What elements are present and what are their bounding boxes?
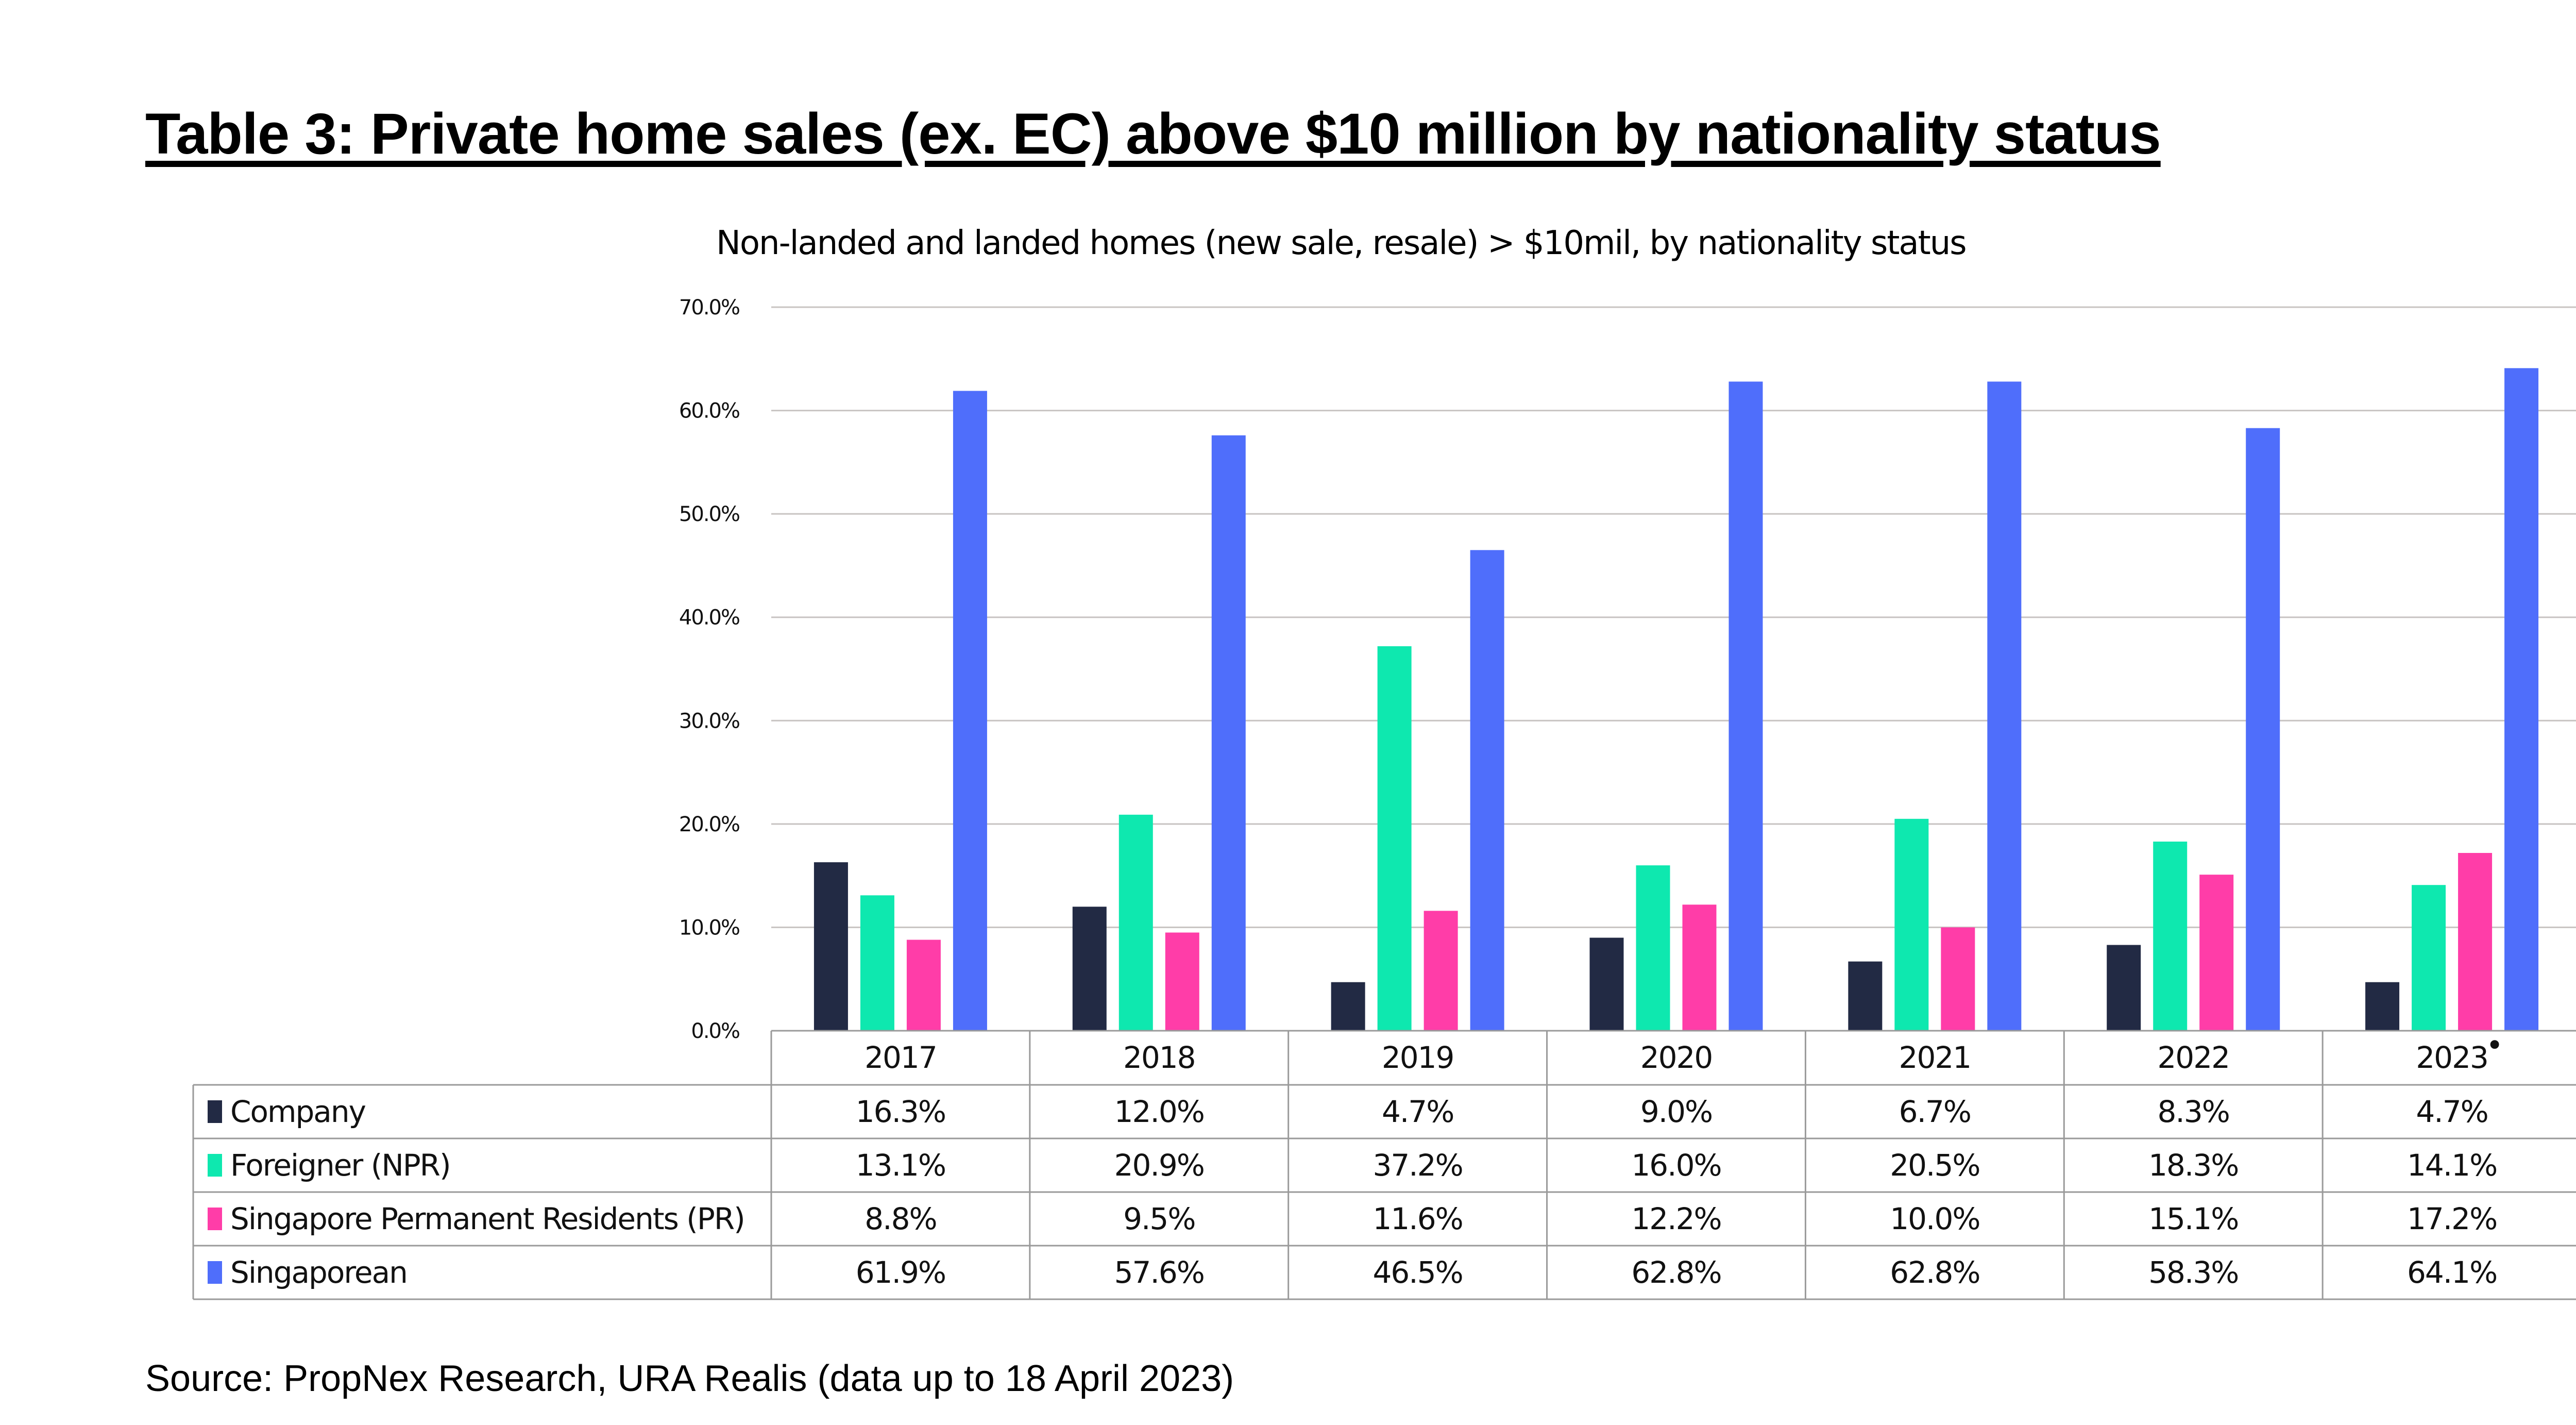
bar-singaporean-2017 [953,391,987,1031]
y-tick-label: 60.0% [679,399,739,423]
bar-company-2020 [1589,937,1624,1031]
data-label: 14.1% [2407,1148,2497,1183]
y-axis-tick-labels: 0.0% 10.0% 20.0% 30.0% 40.0% 50.0% 60.0% 70.0% [679,296,740,1043]
bar-singapore-permanent-residents-pr-2017 [906,940,941,1031]
bar-singapore-permanent-residents-pr-2019 [1423,911,1458,1031]
bar-singapore-permanent-residents-pr-2023 [2458,853,2493,1031]
data-label: 4.7% [2416,1094,2487,1129]
legend-swatch [208,1100,222,1123]
data-label: 10.0% [1890,1201,1979,1236]
gridlines [771,306,2576,928]
data-label: 13.1% [856,1148,945,1183]
bar-singaporean-2023 [2504,368,2539,1031]
data-label: 12.0% [1114,1094,1204,1129]
data-table: 2017 2018 2019 2020 2021 2022 2023• Company 16.3… [192,1028,2576,1300]
bar-company-2018 [1072,907,1107,1031]
x-category-label: 2020 [1640,1040,1713,1075]
data-label: 9.5% [1123,1201,1195,1236]
bar-foreigner-npr-2018 [1118,814,1153,1031]
legend-label: Singapore Permanent Residents (PR) [230,1201,744,1236]
y-tick-label: 50.0% [679,502,739,526]
bar-company-2022 [2107,945,2141,1031]
bar-singapore-permanent-residents-pr-2022 [2199,875,2234,1031]
data-label: 20.9% [1114,1148,1204,1183]
data-label: 37.2% [1373,1148,1463,1183]
data-label: 12.2% [1631,1201,1721,1236]
data-label: 16.0% [1631,1148,1721,1183]
data-label: 61.9% [856,1255,945,1290]
data-label: 16.3% [856,1094,945,1129]
data-label: 58.3% [2148,1255,2238,1290]
page-heading: Table 3: Private home sales (ex. EC) abo… [145,102,2161,166]
data-label: 46.5% [1373,1255,1463,1290]
y-tick-label: 70.0% [679,296,739,320]
bar-foreigner-npr-2019 [1377,646,1412,1031]
bar-singapore-permanent-residents-pr-2018 [1165,932,1199,1031]
bar-company-2019 [1331,982,1365,1031]
bar-singaporean-2021 [1987,381,2022,1031]
bar-singapore-permanent-residents-pr-2020 [1682,904,1717,1031]
x-category-label: 2017 [865,1040,937,1075]
y-tick-label: 40.0% [679,606,739,630]
data-label: 57.6% [1114,1255,1204,1290]
x-category-label: 2018 [1123,1040,1195,1075]
y-tick-label: 10.0% [679,916,739,940]
bar-foreigner-npr-2021 [1894,818,1929,1031]
legend-swatch [208,1261,222,1284]
x-category-label: 2021 [1899,1040,1971,1075]
data-label: 62.8% [1890,1255,1979,1290]
x-category-label: 2023 [2416,1040,2488,1075]
data-label: 62.8% [1631,1255,1721,1290]
bar-singaporean-2022 [2246,428,2280,1031]
bar-singaporean-2020 [1728,381,1763,1031]
bars [814,368,2539,1031]
data-label: 17.2% [2407,1201,2497,1236]
y-tick-label: 0.0% [691,1019,739,1043]
data-label: 20.5% [1890,1148,1979,1183]
bar-company-2023 [2365,982,2400,1031]
legend-label: Singaporean [230,1255,407,1290]
source-note: Source: PropNex Research, URA Realis (da… [145,1358,1234,1399]
data-label: 11.6% [1373,1201,1463,1236]
x-category-label: 2022 [2157,1040,2229,1075]
legend-swatch [208,1154,222,1177]
x-category-label: 2019 [1382,1040,1454,1075]
y-tick-label: 20.0% [679,813,739,836]
bar-foreigner-npr-2022 [2153,841,2188,1031]
data-label: 15.1% [2148,1201,2238,1236]
y-tick-label: 30.0% [679,709,739,733]
data-label: 6.7% [1899,1094,1971,1129]
legend-label: Company [230,1094,366,1129]
bar-singapore-permanent-residents-pr-2021 [1941,927,1975,1031]
bar-foreigner-npr-2017 [860,895,894,1031]
data-label: 8.8% [865,1201,936,1236]
legend-label: Foreigner (NPR) [230,1148,450,1183]
bar-company-2021 [1848,961,1883,1031]
bar-foreigner-npr-2023 [2412,885,2446,1031]
bar-company-2017 [814,862,848,1031]
bar-singaporean-2018 [1211,435,1246,1031]
bar-singaporean-2019 [1470,550,1504,1031]
data-label: 64.1% [2407,1255,2497,1290]
data-label: 8.3% [2158,1094,2229,1129]
data-label: 4.7% [1382,1094,1453,1129]
category-footnote-marker: • [2486,1028,2502,1063]
data-label: 9.0% [1640,1094,1712,1129]
chart-title: Non-landed and landed homes (new sale, r… [716,224,1967,262]
bar-foreigner-npr-2020 [1636,865,1670,1031]
legend-swatch [208,1208,222,1230]
data-label: 18.3% [2148,1148,2238,1183]
